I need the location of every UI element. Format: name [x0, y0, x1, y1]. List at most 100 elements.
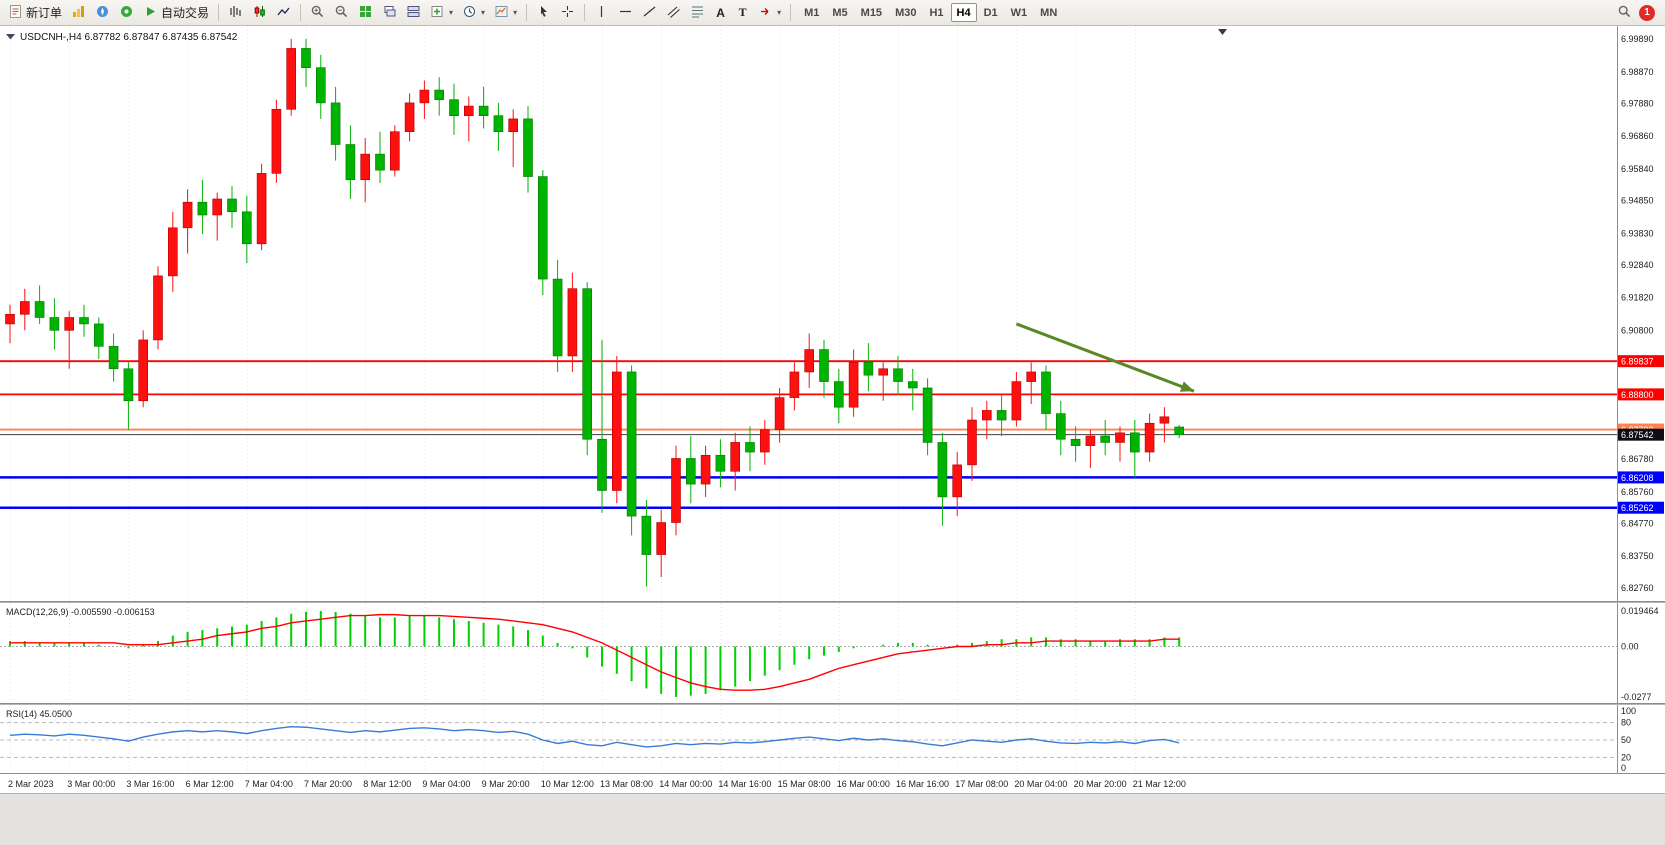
macd-panel[interactable]: 0.019464 0.00 -0.0277 MACD(12,26,9) -0.0055…: [0, 603, 1665, 703]
time-axis-label: 6 Mar 12:00: [185, 779, 234, 789]
svg-text:6.90800: 6.90800: [1621, 325, 1654, 335]
svg-text:80: 80: [1621, 718, 1631, 728]
time-axis-label: 3 Mar 00:00: [67, 779, 116, 789]
time-axis-label: 8 Mar 12:00: [363, 779, 412, 789]
trendline-tool-button[interactable]: [638, 2, 661, 23]
market-watch-button[interactable]: [67, 2, 90, 23]
timeframe-h1-button[interactable]: H1: [923, 3, 949, 22]
time-axis-label: 9 Mar 20:00: [481, 779, 530, 789]
svg-text:6.83750: 6.83750: [1621, 551, 1654, 561]
new-chart-button[interactable]: ▾: [426, 2, 457, 23]
candles: [5, 38, 1184, 587]
timeframe-w1-button[interactable]: W1: [1005, 3, 1034, 22]
zoom-in-button[interactable]: [306, 2, 329, 23]
chart-shift-marker: [1218, 29, 1227, 35]
svg-text:USDCNH-,H4 6.87782 6.87847 6.: USDCNH-,H4 6.87782 6.87847 6.87435 6.875…: [20, 32, 238, 43]
svg-text:50: 50: [1621, 735, 1631, 745]
auto-trading-button[interactable]: 自动交易: [139, 2, 213, 23]
candlestick-mode-button[interactable]: [248, 2, 271, 23]
svg-text:100: 100: [1621, 706, 1636, 716]
channel-tool-button[interactable]: [662, 2, 685, 23]
community-button[interactable]: [115, 2, 138, 23]
time-axis-label: 17 Mar 08:00: [955, 779, 1009, 789]
svg-text:6.98870: 6.98870: [1621, 67, 1654, 77]
new-order-button[interactable]: 新订单: [4, 2, 66, 23]
vertical-line-tool-button[interactable]: [590, 2, 613, 23]
rsi-line: [9, 725, 1180, 748]
horizontal-line-tool-button[interactable]: [614, 2, 637, 23]
arrow-shape-icon: [758, 4, 773, 22]
svg-text:6.82760: 6.82760: [1621, 583, 1654, 593]
tile-horizontal-button[interactable]: [402, 2, 425, 23]
arrows-tool-button[interactable]: ▾: [754, 2, 785, 23]
one-click-trading-toggle[interactable]: [6, 34, 15, 40]
svg-text:6.99890: 6.99890: [1621, 34, 1654, 44]
time-axis-label: 15 Mar 08:00: [777, 779, 831, 789]
search-button[interactable]: [1613, 2, 1636, 23]
toolbar-separator: [526, 4, 528, 21]
auto-trading-icon: [143, 4, 158, 22]
svg-text:0: 0: [1621, 763, 1626, 773]
toolbar-separator: [584, 4, 586, 21]
toolbar: 新订单 自动交易: [0, 0, 1665, 26]
templates-button[interactable]: ▾: [490, 2, 521, 23]
navigator-button[interactable]: [91, 2, 114, 23]
price-badge: [1618, 501, 1664, 514]
new-order-icon: [8, 4, 23, 22]
navigator-icon: [95, 4, 110, 22]
new-chart-icon: [430, 4, 445, 22]
rsi-panel[interactable]: 100 80 50 200 RSI(14) 45.0500: [0, 705, 1665, 773]
text-tool-button[interactable]: A: [710, 2, 731, 23]
crosshair-icon: [560, 4, 575, 22]
timeframe-m15-button[interactable]: M15: [855, 3, 888, 22]
new-order-label: 新订单: [26, 6, 63, 20]
svg-text:6.95840: 6.95840: [1621, 164, 1654, 174]
cascade-windows-icon: [382, 4, 397, 22]
price-badge: [1618, 388, 1664, 401]
fibonacci-tool-button[interactable]: [686, 2, 709, 23]
toolbar-separator: [218, 4, 220, 21]
time-axis-label: 20 Mar 20:00: [1073, 779, 1127, 789]
crosshair-tool-button[interactable]: [556, 2, 579, 23]
svg-text:6.91820: 6.91820: [1621, 293, 1654, 303]
text-tool-label: A: [716, 5, 725, 20]
time-axis-label: 21 Mar 12:00: [1132, 779, 1186, 789]
cursor-icon: [536, 4, 551, 22]
time-axis[interactable]: 2 Mar 2023 3 Mar 00:00 3 Mar 16:00 6 Mar 12…: [0, 773, 1665, 793]
line-chart-mode-button[interactable]: [272, 2, 295, 23]
tile-windows-icon: [358, 4, 373, 22]
tile-windows-button[interactable]: [354, 2, 377, 23]
timeframe-h4-button[interactable]: H4: [950, 3, 977, 22]
price-chart-panel[interactable]: 6.99890 6.98870 6.97880 6.96860 6.95840 6.948…: [0, 26, 1665, 601]
line-chart-icon: [276, 4, 291, 22]
timeframe-d1-button[interactable]: D1: [978, 3, 1004, 22]
price-badge: [1618, 428, 1664, 441]
time-axis-label: 2 Mar 2023: [8, 779, 54, 789]
label-tool-button[interactable]: T: [732, 2, 753, 23]
time-axis-label: 7 Mar 04:00: [244, 779, 293, 789]
time-axis-label: 10 Mar 12:00: [540, 779, 594, 789]
macd-histogram: [9, 610, 1181, 697]
bar-chart-mode-button[interactable]: [224, 2, 247, 23]
trendline-icon: [642, 4, 657, 22]
panel-separator[interactable]: [0, 601, 1665, 603]
svg-text:20: 20: [1621, 752, 1631, 762]
cascade-windows-button[interactable]: [378, 2, 401, 23]
timeframe-m30-button[interactable]: M30: [889, 3, 922, 22]
terminal-panel-area: [0, 793, 1665, 845]
svg-text:RSI(14) 45.0500: RSI(14) 45.0500: [6, 709, 72, 719]
svg-text:0.019464: 0.019464: [1621, 606, 1659, 616]
cursor-tool-button[interactable]: [532, 2, 555, 23]
horizontal-line-icon: [618, 4, 633, 22]
timeframe-m5-button[interactable]: M5: [826, 3, 853, 22]
notification-badge[interactable]: 1: [1639, 4, 1655, 21]
timeframe-mn-button[interactable]: MN: [1034, 3, 1063, 22]
periodicity-button[interactable]: ▾: [458, 2, 489, 23]
candlestick-chart-icon: [252, 4, 267, 22]
timeframe-m1-button[interactable]: M1: [798, 3, 825, 22]
panel-separator[interactable]: [0, 703, 1665, 705]
template-icon: [494, 4, 509, 22]
zoom-out-button[interactable]: [330, 2, 353, 23]
community-icon: [119, 4, 134, 22]
